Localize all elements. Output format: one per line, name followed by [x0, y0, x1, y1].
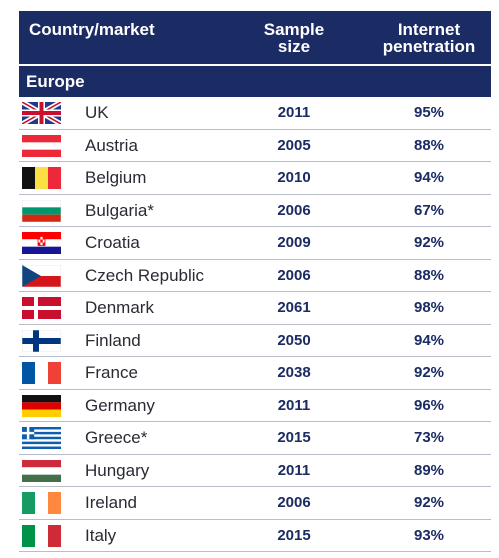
internet-penetration-value: 92% — [413, 364, 445, 381]
table-row: UK 2011 95% — [19, 97, 491, 130]
sample-size-value: 2005 — [277, 136, 311, 154]
table-row: France 2038 92% — [19, 357, 491, 390]
table-row: Czech Republic 2006 88% — [19, 260, 491, 292]
sample-size-value: 2011 — [277, 461, 311, 479]
sample-size-column-header: Sample size — [245, 21, 343, 55]
country-name: Hungary — [85, 460, 150, 480]
sample-size-value: 2010 — [277, 169, 311, 186]
sample-size-value: 2006 — [277, 266, 311, 284]
france-flag-icon — [22, 362, 61, 384]
italy-flag-icon — [22, 524, 61, 547]
internet-header-line2: penetration — [382, 37, 476, 56]
table-row: Ireland 2006 92% — [19, 487, 491, 520]
sample-size-value: 2050 — [277, 331, 311, 349]
table-row: Denmark 2061 98% — [19, 292, 491, 325]
bulgaria-flag-icon — [22, 199, 61, 222]
hungary-flag-icon — [22, 459, 61, 482]
country-name: Italy — [85, 525, 117, 545]
sample-size-value: 2011 — [277, 396, 311, 414]
table-row: Greece* 2015 73% — [19, 422, 491, 455]
sample-size-value: 2015 — [277, 526, 311, 544]
sample-size-value: 2006 — [277, 201, 311, 219]
country-name: Croatia — [85, 233, 140, 252]
uk-flag-icon — [22, 102, 61, 124]
country-name: Czech Republic — [85, 265, 205, 285]
internet-penetration-value: 96% — [413, 396, 445, 414]
table-body: UK 2011 95% Austria 2005 88% Belgium 2010 94% Bul… — [19, 97, 491, 552]
ireland-flag-icon — [22, 492, 61, 514]
belgium-flag-icon — [22, 167, 61, 189]
table-row: Finland 2050 94% — [19, 325, 491, 357]
table-header: Country/market Sample size Internet pene… — [19, 11, 491, 64]
finland-flag-icon — [22, 329, 61, 352]
sample-header-line2: size — [277, 37, 311, 56]
sample-size-value: 2009 — [277, 234, 311, 251]
internet-header-line1: Internet — [397, 20, 461, 39]
country-name: Belgium — [85, 168, 147, 187]
sample-header-line1: Sample — [263, 20, 325, 39]
table-row: Belgium 2010 94% — [19, 162, 491, 195]
internet-penetration-value: 88% — [413, 266, 445, 284]
table-row: Croatia 2009 92% — [19, 227, 491, 260]
country-name: Greece* — [85, 428, 148, 447]
sample-size-value: 2006 — [277, 494, 311, 511]
austria-flag-icon — [22, 134, 61, 157]
internet-penetration-value: 92% — [413, 234, 445, 251]
country-name: Bulgaria* — [85, 200, 154, 220]
region-header-europe: Europe — [19, 66, 491, 97]
table-row: Germany 2011 96% — [19, 390, 491, 422]
czech-flag-icon — [22, 264, 61, 287]
greece-flag-icon — [22, 427, 61, 449]
country-table: Country/market Sample size Internet pene… — [19, 11, 491, 552]
internet-penetration-value: 92% — [413, 494, 445, 511]
table-row: Hungary 2011 89% — [19, 455, 491, 487]
sample-size-value: 2011 — [277, 104, 311, 121]
internet-penetration-value: 94% — [413, 169, 445, 186]
internet-penetration-value: 89% — [413, 461, 445, 479]
country-name: Finland — [85, 330, 141, 350]
country-name: Germany — [85, 395, 155, 415]
sample-size-value: 2015 — [277, 429, 311, 446]
sample-size-value: 2038 — [277, 364, 311, 381]
table-row: Italy 2015 93% — [19, 520, 491, 552]
internet-penetration-value: 98% — [413, 299, 445, 316]
internet-penetration-value: 94% — [413, 331, 445, 349]
country-name: Austria — [85, 135, 138, 155]
denmark-flag-icon — [22, 297, 61, 319]
internet-penetration-value: 95% — [413, 104, 445, 121]
country-column-header: Country/market — [29, 20, 155, 39]
country-name: Ireland — [85, 493, 137, 512]
country-name: France — [85, 363, 138, 382]
internet-penetration-value: 67% — [413, 201, 445, 219]
internet-penetration-value: 73% — [413, 429, 445, 446]
country-name: UK — [85, 103, 109, 122]
internet-penetration-value: 93% — [413, 526, 445, 544]
internet-penetration-value: 88% — [413, 136, 445, 154]
croatia-flag-icon — [22, 232, 61, 254]
country-name: Denmark — [85, 298, 154, 317]
sample-size-value: 2061 — [277, 299, 311, 316]
table-row: Austria 2005 88% — [19, 130, 491, 162]
germany-flag-icon — [22, 394, 61, 417]
table-row: Bulgaria* 2006 67% — [19, 195, 491, 227]
internet-penetration-column-header: Internet penetration — [369, 21, 489, 55]
